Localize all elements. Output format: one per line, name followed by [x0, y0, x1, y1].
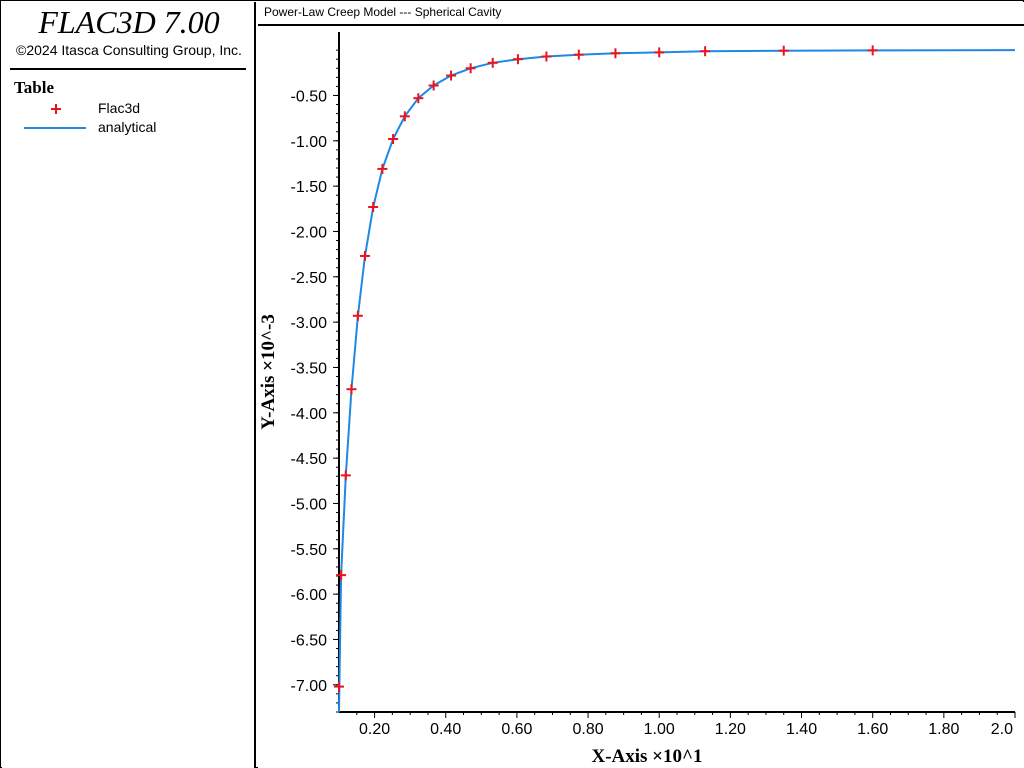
flac3d-point [487, 57, 498, 68]
x-tick-label: 1.00 [644, 721, 675, 738]
y-tick-label: -4.00 [291, 406, 328, 423]
x-tick-label: 0.60 [501, 721, 532, 738]
plot-title-rule [258, 24, 1024, 26]
y-tick-label: -5.50 [291, 542, 328, 559]
flac3d-point [654, 47, 665, 58]
flac3d-series [334, 45, 878, 692]
y-tick-label: -5.00 [291, 496, 328, 513]
x-tick-label: 2.0 [991, 721, 1013, 738]
axes [338, 32, 1015, 713]
flac3d-point [610, 48, 621, 59]
y-axis-label: Y-Axis ×10^-3 [258, 314, 279, 430]
flac3d-point [446, 70, 457, 81]
chart-canvas: 0.20 0.40 0.60 0.80 1.00 1.20 1.40 1.60 1.80 2.0 -… [258, 32, 1016, 767]
x-tick-label: 0.80 [572, 721, 603, 738]
y-tick-label: -7.00 [291, 678, 328, 695]
flac3d-point [359, 250, 370, 261]
y-tick-label: -6.50 [291, 632, 328, 649]
plot-panel: Power-Law Creep Model --- Spherical Cavi… [258, 2, 1024, 768]
plot-title: Power-Law Creep Model --- Spherical Cavi… [264, 5, 502, 19]
flac3d-point [573, 49, 584, 60]
x-tick-label: 0.40 [430, 721, 461, 738]
line-sample-icon [24, 127, 86, 129]
analytical-line [338, 49, 1016, 713]
x-tick-label: 1.40 [786, 721, 817, 738]
flac3d-point [428, 80, 439, 91]
flac3d-point [465, 63, 476, 74]
flac3d-point [541, 51, 552, 62]
y-tick-label: -2.50 [291, 270, 328, 287]
y-tick-label: -0.50 [291, 88, 328, 105]
legend-label-flac3d: Flac3d [98, 100, 141, 116]
y-tick-label: -4.50 [291, 451, 328, 468]
app-title: FLAC3D 7.00 [38, 4, 220, 40]
flac3d-point [867, 45, 878, 56]
flac3d-point [700, 46, 711, 57]
flac3d-point [377, 163, 388, 174]
analytical-series [338, 49, 1016, 713]
legend-label-analytical: analytical [98, 119, 157, 135]
x-tick-label: 1.60 [857, 721, 888, 738]
legend-item-analytical: analytical [24, 118, 244, 138]
ticks: 0.20 0.40 0.60 0.80 1.00 1.20 1.40 1.60 1.80 2.0 -… [291, 49, 1016, 738]
y-tick-label: -3.50 [291, 360, 328, 377]
y-tick-label: -6.00 [291, 587, 328, 604]
flac3d-point [778, 45, 789, 56]
flac3d-point [399, 111, 410, 122]
flac3d-point [352, 310, 363, 321]
y-tick-label: -3.00 [291, 315, 328, 332]
flac3d-point [346, 384, 357, 395]
flac3d-point [413, 93, 424, 104]
x-tick-label: 0.20 [359, 721, 390, 738]
legend-panel: FLAC3D 7.00 ©2024 Itasca Consulting Grou… [2, 2, 256, 768]
flac3d-point [340, 470, 351, 481]
flac3d-point [512, 54, 523, 65]
legend-divider [10, 68, 246, 70]
flac3d-point [336, 570, 347, 581]
x-tick-label: 1.80 [928, 721, 959, 738]
plus-marker-icon [51, 104, 61, 114]
y-tick-label: -2.00 [291, 224, 328, 241]
flac3d-point [388, 133, 399, 144]
legend-title: Table [14, 78, 55, 97]
flac3d-point [368, 201, 379, 212]
y-tick-label: -1.00 [291, 134, 328, 151]
flac3d-point [334, 681, 344, 692]
y-tick-label: -1.50 [291, 179, 328, 196]
copyright-text: ©2024 Itasca Consulting Group, Inc. [16, 42, 242, 58]
x-tick-label: 1.20 [715, 721, 746, 738]
legend-item-flac3d: Flac3d [24, 99, 244, 119]
x-axis-label: X-Axis ×10^1 [591, 746, 702, 767]
